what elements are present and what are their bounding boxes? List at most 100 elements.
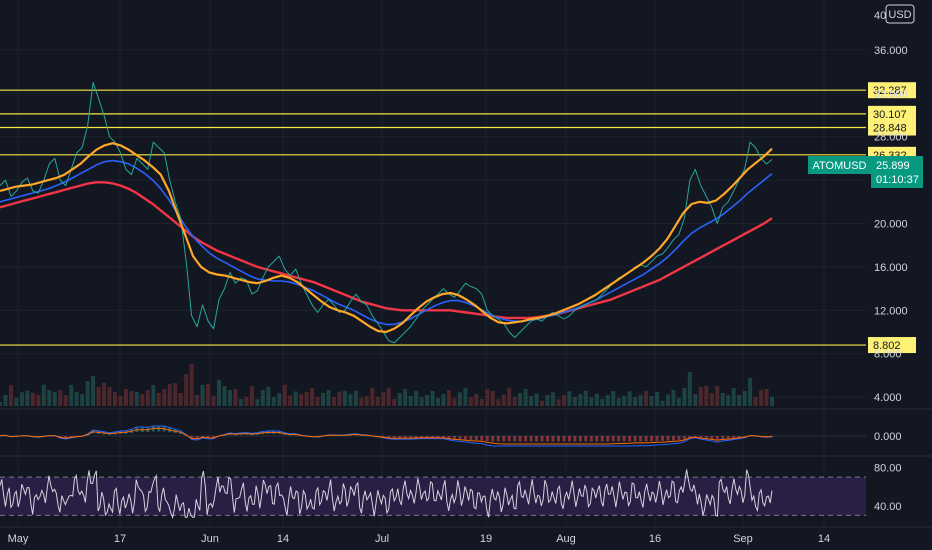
macd-histogram-bar (463, 436, 467, 440)
macd-histogram-bar (425, 436, 429, 438)
volume-bar (30, 392, 35, 406)
volume-bar (764, 389, 769, 406)
volume-bar (589, 397, 594, 406)
volume-bar (167, 384, 172, 406)
volume-bar (463, 387, 468, 406)
volume-bar (726, 395, 731, 406)
volume-bar (58, 390, 63, 406)
volume-bar (233, 389, 238, 406)
volume-bar (293, 391, 298, 406)
volume-bar (206, 384, 211, 406)
volume-bar (665, 394, 670, 406)
time-tick-label: Sep (733, 533, 753, 545)
price-tick-label: 16.000 (874, 262, 908, 274)
time-tick-label: 16 (649, 533, 661, 545)
volume-bar (633, 397, 638, 406)
volume-bar (742, 391, 747, 406)
macd-histogram-bar (398, 436, 402, 439)
macd-histogram-bar (688, 436, 692, 438)
volume-bar (189, 364, 194, 406)
macd-pane[interactable]: 0.000 (0, 425, 902, 447)
volume-bar (217, 379, 222, 406)
volume-bar (85, 381, 90, 406)
macd-histogram-bar (628, 436, 632, 442)
volume-bar (222, 386, 227, 406)
time-tick-label: 19 (480, 533, 492, 545)
price-tick-label: 8.000 (874, 349, 902, 361)
volume-bar (436, 398, 441, 406)
volume-bar (227, 390, 232, 406)
last-price-tag: 25.899 01:10:37 (871, 156, 923, 188)
volume-bar (622, 395, 627, 406)
macd-histogram-bar (726, 436, 730, 439)
volume-bar (753, 397, 758, 406)
volume-bar (14, 398, 19, 406)
macd-histogram-bar (420, 436, 424, 438)
level-price-tag: 32.287 (868, 82, 916, 99)
currency-badge[interactable]: USD (885, 4, 915, 24)
level-price-tag: 28.848 (868, 119, 916, 136)
macd-histogram-bar (584, 436, 588, 442)
time-axis[interactable]: May 17 Jun 14 Jul 19 Aug 16 Sep 14 (8, 533, 831, 545)
macd-histogram-bar (212, 436, 216, 438)
volume-bar (638, 394, 643, 406)
volume-bar (8, 385, 13, 406)
macd-histogram-bar (737, 436, 741, 438)
volume-bar (249, 386, 254, 406)
bar-countdown: 01:10:37 (876, 174, 919, 186)
volume-bar (529, 396, 534, 406)
volume-bar (370, 388, 375, 406)
volume-bar (123, 389, 128, 406)
macd-histogram-bar (606, 436, 610, 442)
level-tag-label: 8.802 (873, 340, 901, 352)
volume-bar (556, 399, 561, 406)
volume-bar (271, 397, 276, 406)
macd-line (0, 425, 773, 447)
volume-bar (304, 392, 309, 406)
volume-bar (605, 395, 610, 406)
rsi-pane[interactable]: 80.00 40.00 (0, 463, 902, 519)
macd-histogram-bar (452, 436, 456, 439)
volume-bar (468, 397, 473, 406)
volume-bar (550, 392, 555, 406)
time-tick-label: 14 (818, 533, 830, 545)
volume-bar (386, 388, 391, 406)
macd-histogram-bar (682, 436, 686, 440)
volume-bar (627, 391, 632, 406)
volume-bar (507, 388, 512, 406)
volume-bar (134, 392, 139, 406)
volume-bar (748, 378, 753, 406)
volume-bar (567, 391, 572, 406)
volume-bar (255, 399, 260, 406)
macd-signal-line (0, 427, 773, 445)
macd-histogram-bar (381, 436, 385, 438)
macd-histogram-bar (611, 436, 615, 442)
volume-bar (162, 389, 167, 406)
volume-bar (446, 390, 451, 406)
macd-histogram-bar (513, 436, 517, 442)
volume-bar (425, 395, 430, 406)
volume-bar (107, 387, 112, 406)
macd-histogram-bar (496, 436, 500, 442)
volume-bar (52, 392, 57, 406)
macd-histogram-bar (507, 436, 511, 442)
macd-histogram-bar (578, 436, 582, 442)
volume-bar (266, 387, 271, 406)
volume-bar (184, 374, 189, 406)
volume-bar (671, 389, 676, 406)
volume-bar (47, 390, 52, 406)
volume-bar (441, 394, 446, 406)
macd-histogram-bar (704, 436, 708, 439)
volume-bar (140, 394, 145, 406)
volume-bar (288, 395, 293, 406)
level-tag-label: 28.848 (873, 123, 907, 135)
macd-histogram-bar (600, 436, 604, 442)
series-line-ma-mid (0, 159, 773, 326)
series-line-price (0, 82, 773, 344)
volume-bar (649, 396, 654, 406)
macd-histogram-bar (535, 436, 539, 442)
macd-histogram-bar (414, 436, 418, 438)
volume-bar (600, 399, 605, 406)
